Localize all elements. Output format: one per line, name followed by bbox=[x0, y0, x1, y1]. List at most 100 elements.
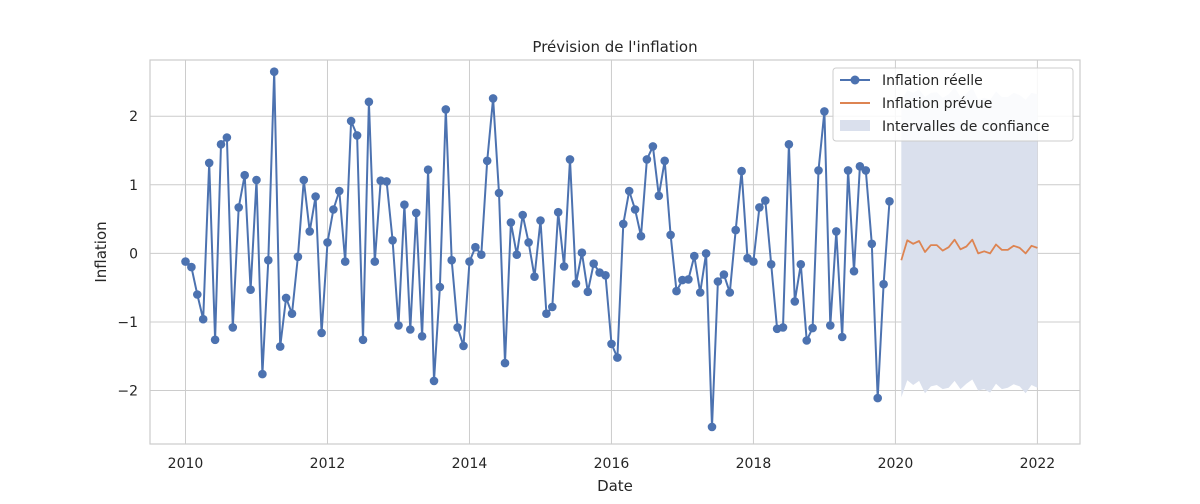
legend-label-actual: Inflation réelle bbox=[882, 73, 983, 89]
actual-inflation-point bbox=[228, 323, 238, 332]
actual-inflation-point bbox=[406, 325, 415, 334]
actual-inflation-point bbox=[796, 260, 806, 269]
legend-swatch-interval bbox=[840, 120, 870, 131]
actual-inflation-point bbox=[802, 336, 811, 345]
actual-inflation-point bbox=[340, 257, 350, 266]
actual-inflation-point bbox=[258, 369, 267, 379]
actual-inflation-point bbox=[198, 314, 208, 324]
actual-inflation-point bbox=[429, 376, 439, 386]
actual-inflation-point bbox=[465, 257, 474, 266]
actual-inflation-point bbox=[524, 238, 533, 247]
actual-inflation-point bbox=[299, 175, 309, 185]
actual-inflation-point bbox=[873, 393, 882, 403]
actual-inflation-point bbox=[234, 203, 243, 212]
actual-inflation-point bbox=[613, 353, 622, 362]
y-tick-label: −1 bbox=[117, 315, 138, 331]
plot-frame bbox=[149, 59, 1081, 445]
legend-swatch-actual-marker bbox=[850, 75, 860, 85]
actual-inflation-point bbox=[885, 197, 894, 206]
actual-inflation-point bbox=[423, 165, 433, 174]
series-layer bbox=[181, 67, 1038, 432]
actual-inflation-point bbox=[826, 321, 835, 330]
actual-inflation-point bbox=[648, 142, 658, 151]
actual-inflation-point bbox=[335, 186, 344, 196]
x-tick-label: 2012 bbox=[310, 456, 346, 472]
actual-inflation-point bbox=[660, 156, 669, 166]
actual-inflation-point bbox=[204, 158, 214, 168]
actual-inflation-point bbox=[512, 250, 522, 259]
actual-inflation-point bbox=[346, 116, 356, 126]
actual-inflation-point bbox=[690, 251, 699, 261]
actual-inflation-point bbox=[187, 262, 196, 272]
actual-inflation-point bbox=[264, 255, 273, 265]
x-tick-label: 2014 bbox=[452, 456, 488, 472]
actual-inflation-point bbox=[323, 238, 332, 247]
actual-inflation-point bbox=[832, 227, 841, 236]
actual-inflation-point bbox=[571, 279, 581, 288]
actual-inflation-point bbox=[820, 107, 829, 116]
x-tick-label: 2022 bbox=[1020, 456, 1056, 472]
actual-inflation-point bbox=[701, 249, 711, 258]
actual-inflation-point bbox=[506, 218, 516, 227]
actual-inflation-point bbox=[494, 188, 504, 198]
actual-inflation-point bbox=[861, 166, 871, 175]
actual-inflation-point bbox=[630, 205, 640, 214]
actual-inflation-point bbox=[281, 293, 291, 303]
actual-inflation-point bbox=[642, 155, 652, 164]
actual-inflation-line bbox=[184, 70, 891, 428]
actual-inflation-point bbox=[252, 175, 261, 185]
actual-inflation-point bbox=[814, 166, 823, 175]
actual-inflation-point bbox=[766, 260, 776, 269]
actual-inflation-point bbox=[548, 302, 557, 312]
actual-inflation-point bbox=[435, 282, 445, 292]
actual-inflation-point bbox=[601, 271, 610, 280]
actual-inflation-point bbox=[879, 279, 888, 289]
forecast-inflation-line bbox=[900, 238, 1038, 261]
actual-inflation-point bbox=[761, 196, 770, 205]
x-tick-label: 2020 bbox=[878, 456, 914, 472]
actual-inflation-point bbox=[666, 230, 675, 240]
actual-inflation-point bbox=[382, 177, 391, 186]
actual-inflation-point bbox=[707, 422, 717, 432]
actual-inflation-point bbox=[222, 133, 232, 142]
actual-inflation-point bbox=[400, 200, 409, 209]
actual-inflation-point bbox=[453, 323, 462, 332]
actual-inflation-point bbox=[482, 156, 492, 166]
actual-inflation-point bbox=[388, 236, 397, 245]
actual-inflation-point bbox=[867, 239, 877, 249]
actual-inflation-point bbox=[713, 277, 723, 286]
actual-inflation-point bbox=[459, 341, 468, 351]
actual-inflation-point bbox=[269, 67, 279, 76]
actual-inflation-point bbox=[216, 140, 226, 149]
actual-inflation-point bbox=[530, 272, 539, 282]
actual-inflation-point bbox=[193, 290, 202, 299]
actual-inflation-point bbox=[240, 170, 249, 180]
actual-inflation-point bbox=[352, 131, 362, 140]
actual-inflation-point bbox=[672, 286, 681, 296]
tick-layer: 2010 2012 2014 2016 2018 2020 2022 −2 −1 0 1 2 bbox=[117, 109, 1055, 472]
actual-inflation-point bbox=[749, 257, 758, 266]
actual-inflation-point bbox=[471, 242, 480, 252]
actual-inflation-point bbox=[559, 262, 569, 271]
y-tick-label: −2 bbox=[117, 384, 138, 400]
x-tick-label: 2018 bbox=[736, 456, 772, 472]
actual-inflation-point bbox=[790, 297, 800, 306]
actual-inflation-point bbox=[500, 358, 510, 368]
actual-inflation-point bbox=[837, 332, 847, 342]
actual-inflation-point bbox=[542, 309, 551, 319]
actual-inflation-point bbox=[719, 270, 729, 279]
y-tick-label: 2 bbox=[129, 109, 138, 125]
x-axis-label: Date bbox=[597, 477, 633, 495]
actual-inflation-point bbox=[293, 252, 303, 262]
actual-inflation-point bbox=[725, 288, 735, 297]
actual-inflation-point bbox=[417, 332, 427, 341]
actual-inflation-point bbox=[181, 257, 190, 266]
actual-inflation-point bbox=[364, 97, 374, 107]
chart-title: Prévision de l'inflation bbox=[532, 38, 697, 56]
actual-inflation-point bbox=[589, 259, 598, 269]
y-tick-label: 0 bbox=[129, 246, 138, 262]
actual-inflation-point bbox=[287, 309, 297, 319]
actual-inflation-point bbox=[518, 210, 527, 220]
actual-inflation-point bbox=[731, 225, 740, 235]
